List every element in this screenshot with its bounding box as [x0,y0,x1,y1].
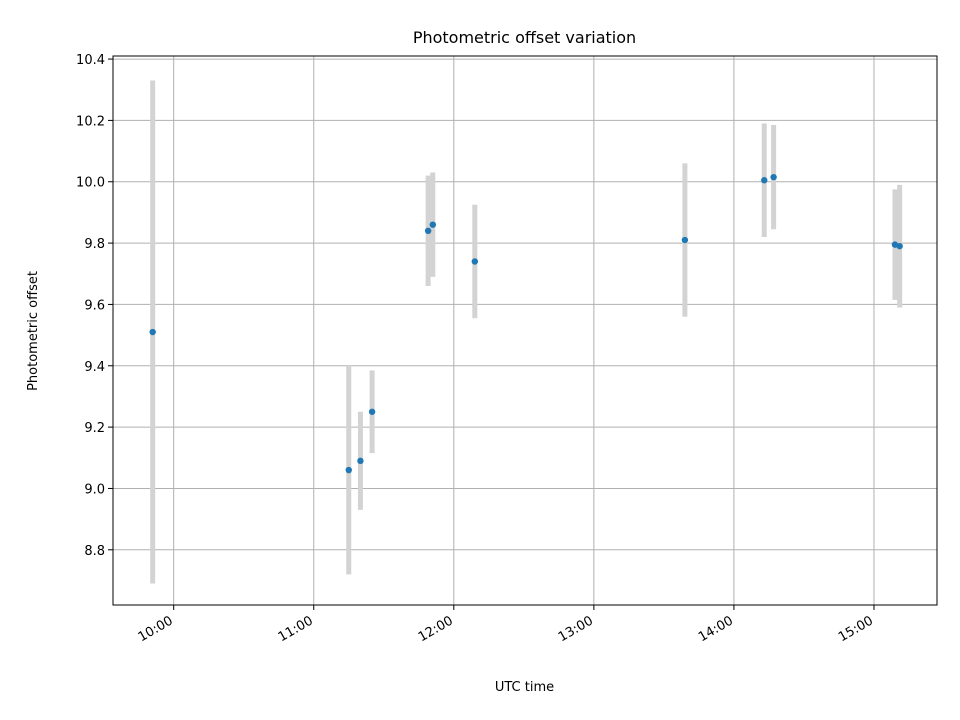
data-point [424,227,432,235]
data-point [368,408,376,415]
data-point [429,221,436,228]
y-tick-label: 10.2 [76,114,105,129]
y-tick-label: 8.8 [84,544,105,559]
data-point [896,242,903,250]
x-tick-label: 12:00 [416,613,456,645]
grid [113,56,937,605]
data-point [345,466,352,474]
data-point [149,328,156,336]
chart-title: Photometric offset variation [413,28,636,47]
y-axis-label: Photometric offset [26,271,41,391]
data-point [357,457,364,465]
x-tick-label: 13:00 [556,613,596,645]
x-axis: 10:00 11:00 12:00 13:00 14:00 15:00 [136,605,876,645]
x-tick-label: 14:00 [696,613,736,645]
x-tick-label: 15:00 [836,613,876,645]
plot-frame [112,55,938,606]
x-tick-label: 11:00 [276,613,316,645]
data-point [471,258,479,265]
y-tick-label: 10.4 [76,53,105,68]
error-bars [150,80,903,584]
y-tick-label: 9.6 [84,298,105,313]
y-tick-label: 9.0 [84,482,105,497]
y-tick-label: 9.8 [84,237,105,252]
data-point [681,236,689,244]
data-point [761,177,768,184]
x-axis-label: UTC time [495,680,554,695]
y-tick-label: 9.4 [84,360,105,375]
x-tick-label: 10:00 [136,613,176,645]
y-axis: 8.8 9.0 9.2 9.4 9.6 9.8 10.0 10.2 10.4 [76,53,113,559]
data-point [770,173,777,181]
y-tick-label: 10.0 [76,176,105,191]
y-tick-label: 9.2 [84,421,105,436]
data-points [149,173,903,474]
